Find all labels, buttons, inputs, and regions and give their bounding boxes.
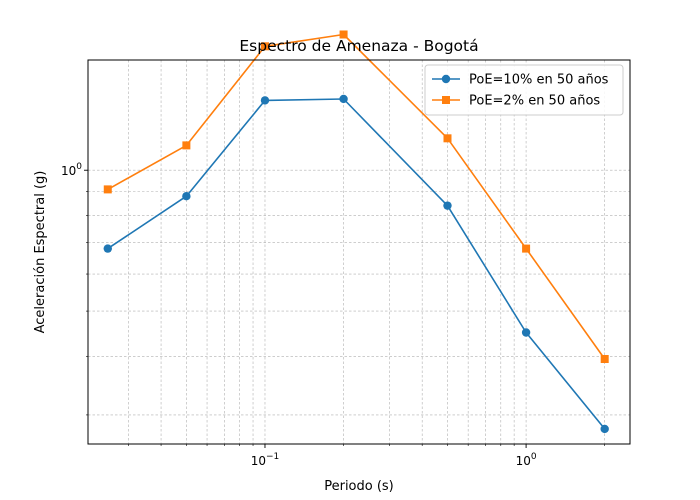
data-point-square — [443, 134, 452, 143]
data-point-square — [182, 141, 191, 150]
legend-box — [424, 64, 624, 116]
data-point-square — [339, 30, 348, 39]
legend-label-2: PoE=2% en 50 años — [469, 94, 600, 109]
chart-title: Espectro de Amenaza - Bogotá — [239, 37, 478, 55]
axis-ticks: 10−1 100 100 — [61, 162, 605, 468]
data-point-circle — [339, 94, 348, 104]
y-axis-title: Aceleración Espectral (g) — [33, 171, 48, 334]
data-point-circle — [600, 424, 609, 434]
plot-frame — [87, 59, 631, 445]
data-point-circle — [260, 96, 270, 105]
legend-label-1: PoE=10% en 50 años — [469, 73, 609, 88]
data-point-square — [600, 355, 609, 364]
y-tick-label: 100 — [61, 162, 82, 178]
data-point-square — [103, 185, 112, 194]
grid — [88, 60, 630, 444]
data-point-circle — [103, 244, 112, 253]
data-point-square — [260, 42, 269, 51]
x-tick-label: 100 — [516, 452, 537, 468]
data-point-circle — [443, 201, 452, 210]
plot-series — [103, 30, 609, 434]
x-axis-title: Periodo (s) — [324, 479, 394, 494]
legend-marker-circle — [441, 74, 451, 84]
data-point-circle — [521, 328, 531, 337]
data-point-square — [522, 244, 531, 253]
legend-marker-square — [442, 96, 450, 104]
data-point-circle — [182, 192, 191, 201]
legend: PoE=10% en 50 años PoE=2% en 50 años — [424, 64, 624, 116]
x-tick-label: 10−1 — [251, 452, 280, 468]
